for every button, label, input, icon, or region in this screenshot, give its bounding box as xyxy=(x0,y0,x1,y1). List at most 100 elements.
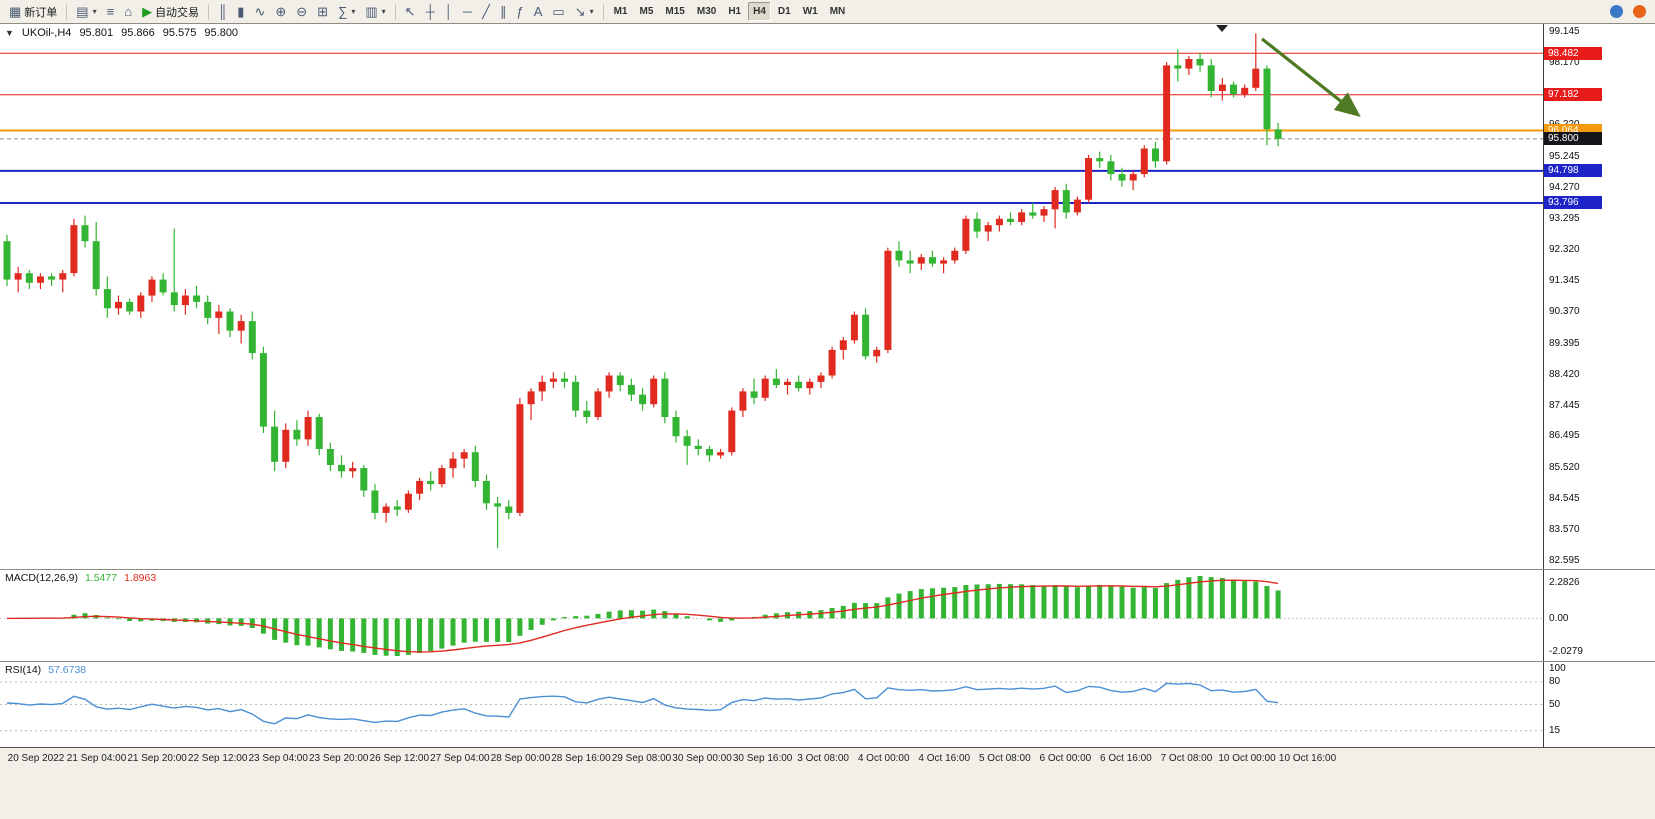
caret-down-icon: ▾ xyxy=(351,7,356,16)
new-chart-button[interactable]: ▤ ▾ xyxy=(72,2,100,21)
hline-button[interactable]: ─ xyxy=(459,2,476,21)
time-axis-label: 4 Oct 00:00 xyxy=(857,753,910,764)
time-axis-label: 22 Sep 12:00 xyxy=(187,753,248,764)
rsi-value: 57.6738 xyxy=(48,664,87,676)
timeframe-h4-button[interactable]: H4 xyxy=(748,2,771,21)
toolbar: ▦ 新订单 ▤ ▾ ≡ ⌂ ▶ 自动交易 ║ ▮ ∿ ⊕ ⊖ ⊞ ∑ ▾ ▥ ▾ ↖ ┼ │ ─ ╱ ∥ ƒ A ▭ ↘ ▾ M1 M5 M1… xyxy=(0,0,1655,23)
timeframe-mn-button[interactable]: MN xyxy=(825,2,851,21)
community-button[interactable] xyxy=(1629,2,1650,21)
macd-indicator-panel: MACD(12,26,9) 1.5477 1.8963 2.2826 0.00 -2… xyxy=(0,569,1655,661)
vline-button[interactable]: │ xyxy=(441,2,457,21)
macd-axis-label: 0.00 xyxy=(1549,613,1569,625)
new-chart-icon: ▤ xyxy=(76,4,89,19)
label-icon: ▭ xyxy=(552,4,565,19)
macd-chart-svg[interactable] xyxy=(0,570,1543,661)
rsi-axis-label: 15 xyxy=(1549,724,1561,736)
community-icon xyxy=(1633,5,1646,18)
indicators-button[interactable]: ∑ ▾ xyxy=(334,2,359,21)
line-chart-button[interactable]: ∿ xyxy=(250,2,269,21)
macd-plot[interactable]: MACD(12,26,9) 1.5477 1.8963 xyxy=(0,570,1543,661)
level-price-badge: 98.482 xyxy=(1544,46,1602,60)
trend-arrow-annotation[interactable] xyxy=(1261,37,1361,117)
zoom-in-icon: ⊕ xyxy=(275,4,287,19)
bars-icon: ║ xyxy=(218,4,228,19)
symbol-title: UKOil-,H4 xyxy=(21,27,72,39)
zoom-out-button[interactable]: ⊖ xyxy=(292,2,311,21)
ohlc-close: 95.800 xyxy=(204,27,239,39)
rsi-plot[interactable]: RSI(14) 57.6738 xyxy=(0,662,1543,747)
zoom-in-button[interactable]: ⊕ xyxy=(271,2,290,21)
price-axis-label: 86.495 xyxy=(1549,430,1580,442)
rsi-axis-label: 100 xyxy=(1549,663,1566,674)
candles-icon: ▮ xyxy=(237,4,245,19)
price-axis-label: 90.370 xyxy=(1549,306,1580,318)
fibonacci-button[interactable]: ƒ xyxy=(512,2,527,21)
crosshair-button[interactable]: ┼ xyxy=(422,2,439,21)
channel-button[interactable]: ∥ xyxy=(496,2,511,21)
timeframe-h1-button[interactable]: H1 xyxy=(723,2,746,21)
price-axis-label: 95.245 xyxy=(1549,150,1580,162)
line-chart-icon: ∿ xyxy=(254,4,266,19)
symbol-dropdown-icon[interactable]: ▼ xyxy=(5,28,14,38)
rsi-name: RSI(14) xyxy=(5,664,42,676)
market-watch-button[interactable]: ≡ xyxy=(103,2,119,21)
macd-header: MACD(12,26,9) 1.5477 1.8963 xyxy=(5,572,156,584)
timeframe-m15-button[interactable]: M15 xyxy=(660,2,689,21)
time-axis-label: 20 Sep 2022 xyxy=(7,753,65,764)
tile-windows-button[interactable]: ⊞ xyxy=(313,2,332,21)
auto-trading-icon: ▶ xyxy=(142,4,153,19)
new-order-icon: ▦ xyxy=(9,4,22,19)
rsi-chart-svg[interactable] xyxy=(0,662,1543,747)
price-axis-label: 83.570 xyxy=(1549,523,1580,535)
new-order-button-label: 新订单 xyxy=(24,6,58,19)
timeframe-m30-button[interactable]: M30 xyxy=(692,2,721,21)
search-icon xyxy=(1610,5,1623,18)
new-order-button[interactable]: ▦ 新订单 xyxy=(5,2,61,21)
caret-down-icon: ▾ xyxy=(381,7,386,16)
time-axis-label: 26 Sep 12:00 xyxy=(369,753,430,764)
main-chart-panel: ▼ UKOil-,H4 95.801 95.866 95.575 95.800 … xyxy=(0,23,1655,569)
time-axis[interactable]: 20 Sep 2022 21 Sep 04:00 21 Sep 20:00 22 Se… xyxy=(0,747,1655,770)
cursor-button[interactable]: ↖ xyxy=(401,2,420,21)
text-button[interactable]: A xyxy=(530,2,547,21)
caret-down-icon: ▾ xyxy=(589,7,594,16)
time-axis-label: 6 Oct 00:00 xyxy=(1039,753,1092,764)
navigator-button[interactable]: ⌂ xyxy=(120,2,136,21)
macd-name: MACD(12,26,9) xyxy=(5,572,78,584)
main-chart[interactable]: ▼ UKOil-,H4 95.801 95.866 95.575 95.800 xyxy=(0,24,1543,569)
search-button[interactable] xyxy=(1606,2,1627,21)
time-axis-label: 29 Sep 08:00 xyxy=(611,753,672,764)
toolbar-separator xyxy=(602,3,604,20)
templates-button[interactable]: ▥ ▾ xyxy=(361,2,389,21)
timeframe-w1-button[interactable]: W1 xyxy=(798,2,823,21)
horizontal-levels-layer[interactable] xyxy=(0,52,1543,204)
timeframe-d1-button[interactable]: D1 xyxy=(773,2,796,21)
window-bottom-strip xyxy=(0,770,1655,819)
macd-axis[interactable]: 2.2826 0.00 -2.0279 xyxy=(1543,570,1655,661)
rsi-axis[interactable]: 100 80 50 15 xyxy=(1543,662,1655,747)
rsi-header: RSI(14) 57.6738 xyxy=(5,664,86,676)
toolbar-separator xyxy=(66,3,68,20)
timeframe-m1-button[interactable]: M1 xyxy=(609,2,633,21)
time-axis-label: 28 Sep 00:00 xyxy=(490,753,551,764)
trendline-button[interactable]: ╱ xyxy=(478,2,494,21)
auto-trading-button[interactable]: ▶ 自动交易 xyxy=(138,2,203,21)
timeframe-m5-button[interactable]: M5 xyxy=(635,2,659,21)
price-axis[interactable]: 99.14598.17097.19596.22095.24594.27093.2… xyxy=(1543,24,1655,569)
shift-marker-icon xyxy=(1216,25,1228,32)
candlestick-chart-svg[interactable] xyxy=(0,24,1543,569)
price-axis-label: 94.270 xyxy=(1549,181,1580,193)
market-watch-icon: ≡ xyxy=(106,4,115,19)
auto-trading-button-label: 自动交易 xyxy=(155,6,200,19)
bars-button[interactable]: ║ xyxy=(214,2,231,21)
time-axis-label: 4 Oct 16:00 xyxy=(918,753,971,764)
arrows-button[interactable]: ↘ ▾ xyxy=(571,2,598,21)
crosshair-icon: ┼ xyxy=(425,4,435,19)
level-price-badge: 94.798 xyxy=(1544,164,1602,178)
tile-windows-icon: ⊞ xyxy=(317,4,329,19)
label-button[interactable]: ▭ xyxy=(548,2,568,21)
current-price-badge: 95.800 xyxy=(1544,132,1602,146)
zoom-out-icon: ⊖ xyxy=(296,4,308,19)
templates-icon: ▥ xyxy=(365,4,378,19)
candles-button[interactable]: ▮ xyxy=(233,2,248,21)
